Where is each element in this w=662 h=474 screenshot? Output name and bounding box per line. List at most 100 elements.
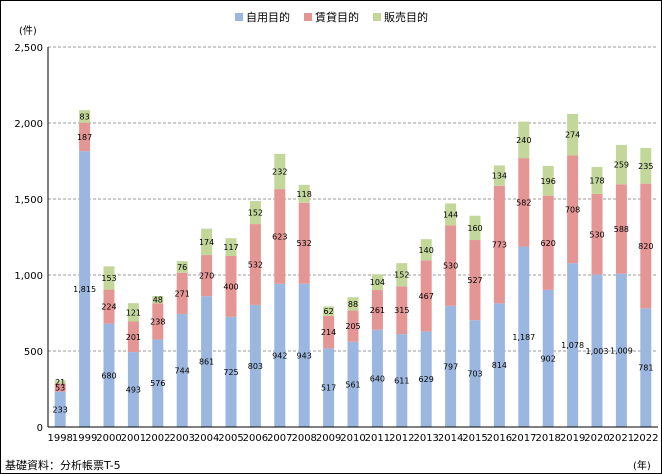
bar-segment	[249, 200, 261, 225]
data-label: 588	[614, 225, 629, 234]
bar-segment	[518, 158, 530, 247]
data-label: 214	[321, 328, 336, 337]
bar-segment	[371, 329, 383, 427]
bar-segment	[445, 203, 457, 226]
data-label: 140	[419, 246, 434, 255]
data-label: 233	[53, 405, 68, 414]
legend-swatch	[235, 13, 243, 21]
data-label: 235	[638, 162, 653, 171]
bar-segment	[201, 255, 213, 297]
bar-segment	[103, 266, 115, 290]
bar-segment	[493, 303, 505, 427]
data-label: 83	[80, 112, 90, 121]
bar-segment	[567, 155, 579, 264]
data-label: 814	[492, 361, 507, 370]
data-label: 270	[199, 272, 214, 281]
bar-segment	[445, 305, 457, 427]
x-tick-label: 2012	[389, 433, 414, 444]
x-tick-label: 2020	[584, 433, 609, 444]
data-label: 76	[177, 263, 187, 272]
bar-segment	[567, 263, 579, 427]
x-tick-label: 2009	[316, 433, 341, 444]
bar-segment	[274, 153, 286, 190]
bar-segment	[225, 316, 237, 427]
bar-segment	[127, 303, 139, 322]
data-label: 274	[565, 131, 580, 140]
bar-segment	[127, 321, 139, 353]
x-tick-label: 2010	[340, 433, 365, 444]
bar-segment	[249, 304, 261, 427]
bar-segment	[640, 147, 652, 184]
bar-segment	[274, 189, 286, 284]
data-label: 153	[101, 274, 116, 283]
bar-segment	[323, 315, 335, 349]
data-label: 48	[153, 296, 163, 305]
x-tick-label: 2015	[462, 433, 487, 444]
data-label: 781	[638, 364, 653, 373]
bar-segment	[640, 183, 652, 309]
data-label: 902	[541, 354, 556, 363]
data-label: 174	[199, 238, 214, 247]
data-label: 1,009	[610, 346, 633, 355]
bar-segment	[615, 273, 627, 427]
y-tick-label: 2,500	[14, 43, 43, 54]
bar-segment	[445, 225, 457, 306]
bar-segment	[518, 121, 530, 159]
x-tick-label: 2022	[633, 433, 658, 444]
x-tick-label: 2013	[413, 433, 438, 444]
bar-segment	[225, 238, 237, 256]
x-tick-label: 2000	[96, 433, 121, 444]
data-label: 152	[394, 271, 409, 280]
legend: 自用目的 賃貸目的 販売目的	[235, 10, 428, 24]
data-label: 797	[443, 362, 458, 371]
bar-segment	[371, 274, 383, 291]
bar-segment	[103, 323, 115, 427]
y-tick-label: 500	[24, 347, 43, 358]
data-label: 187	[77, 133, 92, 142]
bars	[54, 110, 652, 427]
data-label: 1,003	[586, 347, 609, 356]
axes	[47, 47, 658, 428]
data-label: 1,187	[512, 333, 535, 342]
bar-segment	[640, 308, 652, 427]
data-label: 532	[297, 239, 312, 248]
x-tick-labels: 1998199920002001200220032004200520062007…	[47, 433, 658, 444]
bar-segment	[542, 289, 554, 427]
bar-segment	[127, 352, 139, 427]
bar-segment	[347, 297, 359, 311]
data-label: 943	[297, 351, 312, 360]
bar-segment	[591, 166, 603, 194]
data-label: 152	[248, 209, 263, 218]
data-label: 640	[370, 374, 385, 383]
data-label: 261	[370, 306, 385, 315]
data-label: 582	[516, 198, 531, 207]
bar-segment	[201, 296, 213, 427]
x-tick-label: 2006	[243, 433, 268, 444]
data-label: 121	[126, 308, 141, 317]
data-label: 532	[248, 261, 263, 270]
bar-segment	[542, 195, 554, 290]
data-label: 773	[492, 241, 507, 250]
bar-segment	[347, 341, 359, 427]
data-label: 620	[541, 239, 556, 248]
bar-segment	[493, 185, 505, 304]
data-label: 576	[150, 379, 165, 388]
data-label: 196	[541, 177, 556, 186]
bar-segment	[469, 240, 481, 321]
data-label: 205	[345, 322, 360, 331]
data-label: 160	[467, 224, 482, 233]
data-label: 623	[272, 232, 287, 241]
data-label: 232	[272, 167, 287, 176]
data-label: 708	[565, 205, 580, 214]
x-tick-label: 2007	[267, 433, 292, 444]
bar-segment	[298, 283, 310, 427]
bar-segment	[420, 331, 432, 427]
data-label: 315	[394, 306, 409, 315]
bar-segment	[225, 256, 237, 317]
bar-segment	[152, 303, 164, 340]
data-label: 744	[175, 366, 190, 375]
bar-segment	[371, 290, 383, 330]
x-tick-label: 2017	[511, 433, 536, 444]
data-label: 117	[223, 243, 238, 252]
